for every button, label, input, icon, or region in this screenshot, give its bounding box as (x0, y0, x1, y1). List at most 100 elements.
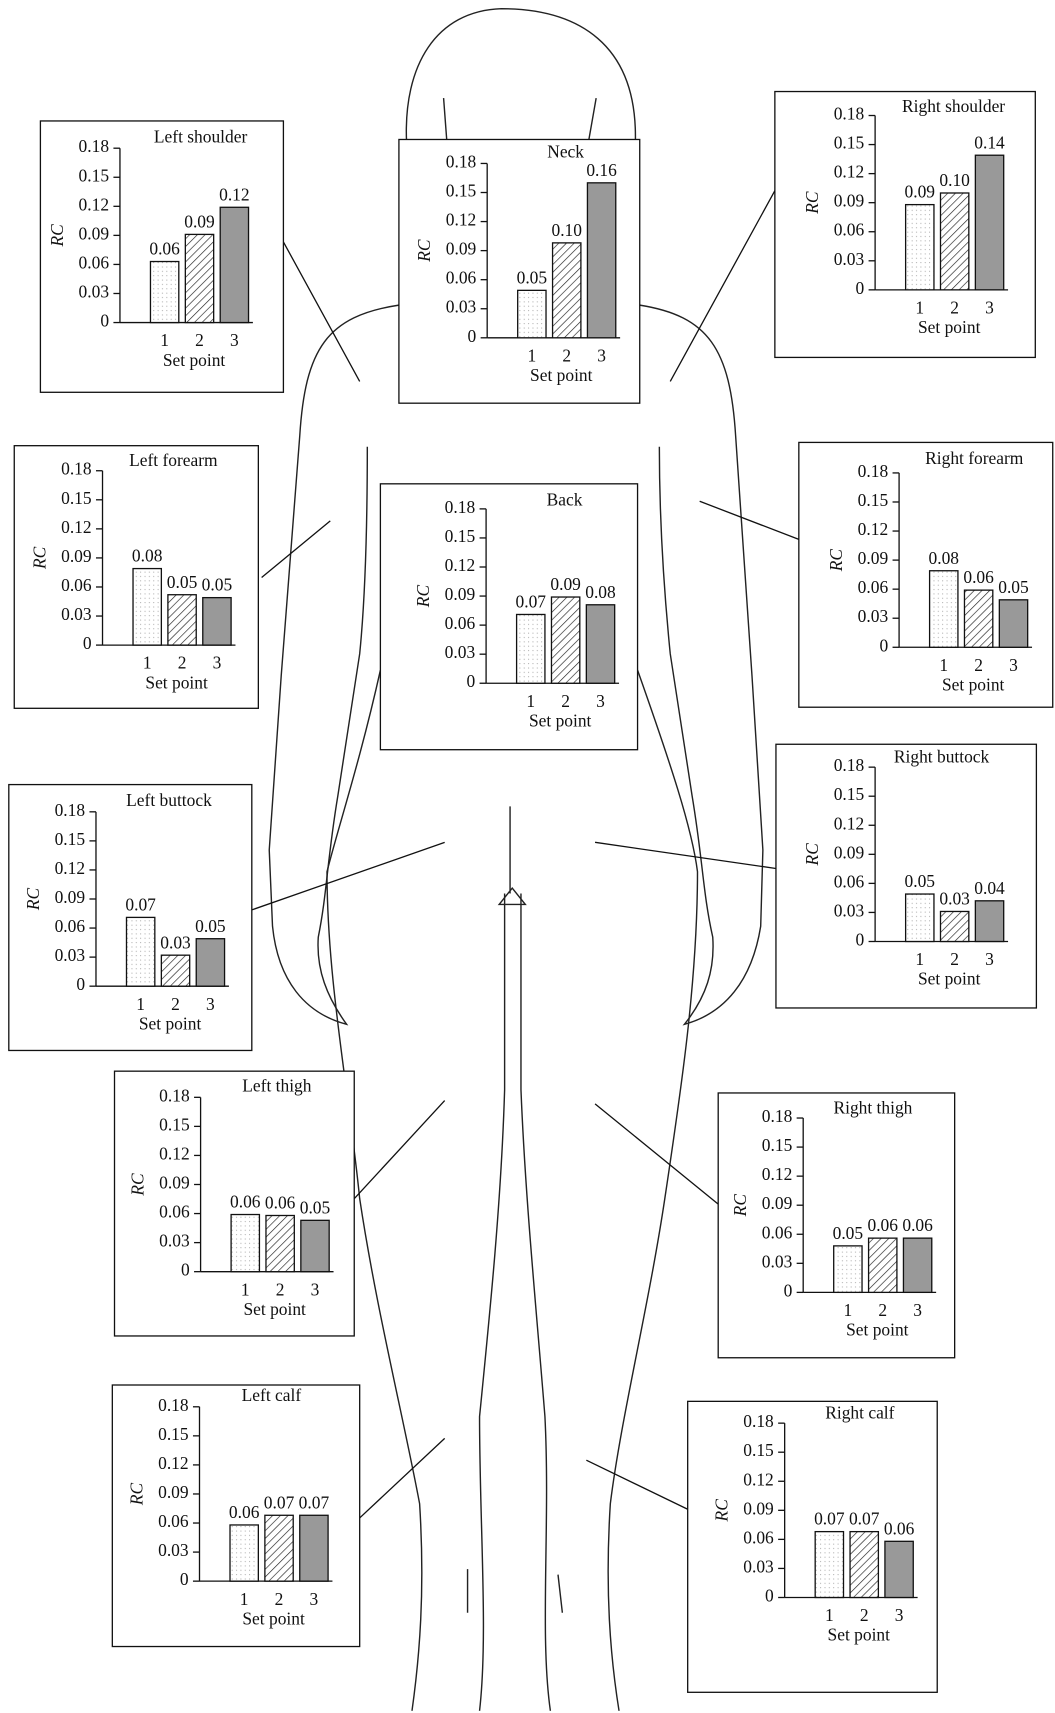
chart-frame (717, 1092, 956, 1359)
value-label: 0.06 (867, 1215, 898, 1235)
y-tick-label: 0.12 (55, 858, 86, 878)
x-tick-label: 1 (526, 691, 535, 711)
value-label: 0.09 (550, 574, 581, 594)
x-tick-label: 3 (597, 345, 606, 365)
value-label: 0.06 (963, 567, 994, 587)
value-label: 0.06 (265, 1193, 296, 1213)
x-tick-label: 3 (310, 1589, 319, 1609)
bar-chart: Right forearm 0 0.03 0.06 0.09 0.12 0.15 0.18 RC… (798, 441, 1054, 708)
bar (202, 596, 232, 646)
value-label: 0.10 (551, 220, 582, 240)
value-label: 0.05 (998, 577, 1029, 597)
bar-chart: Left buttock 0 0.03 0.06 0.09 0.12 0.15 0.18 RC S… (8, 783, 253, 1052)
y-tick-label: 0.12 (445, 555, 476, 575)
chart-title: Back (547, 489, 583, 509)
x-tick-label: 2 (974, 655, 983, 675)
x-tick-label: 2 (195, 330, 204, 350)
bar (833, 1245, 863, 1294)
x-axis-label: Set point (243, 1299, 306, 1319)
x-axis-label: Set point (942, 675, 1005, 695)
bar (867, 1237, 898, 1294)
bar (195, 938, 226, 987)
bar (300, 1219, 330, 1273)
y-tick-label: 0.12 (446, 210, 477, 230)
bar (939, 910, 970, 943)
bar (160, 954, 191, 987)
bar (515, 613, 546, 684)
y-tick-label: 0 (855, 278, 864, 298)
y-tick-label: 0.09 (858, 548, 889, 568)
bar (230, 1213, 261, 1273)
y-tick-label: 0.15 (159, 1114, 190, 1134)
y-tick-label: 0.18 (61, 459, 92, 479)
value-label: 0.05 (517, 267, 548, 287)
value-label: 0.05 (167, 572, 198, 592)
value-label: 0.05 (202, 575, 233, 595)
y-tick-label: 0.03 (55, 945, 86, 965)
bar (814, 1530, 845, 1599)
bar (229, 1524, 259, 1582)
y-axis-label: RC (23, 887, 43, 911)
y-tick-label: 0.09 (762, 1193, 793, 1213)
y-tick-label: 0.03 (834, 900, 865, 920)
chart-title: Right calf (825, 1402, 894, 1422)
y-tick-label: 0.09 (55, 887, 86, 907)
bar-chart: Neck 0 0.03 0.06 0.09 0.12 0.15 0.18 RC Set point… (398, 138, 641, 404)
y-tick-label: 0.06 (446, 268, 477, 288)
bar-chart: Right buttock 0 0.03 0.06 0.09 0.12 0.15 0.18 RC… (775, 743, 1038, 1009)
y-tick-label: 0.18 (762, 1106, 793, 1126)
y-axis-label: RC (826, 549, 846, 573)
y-tick-label: 0.06 (61, 575, 92, 595)
y-tick-label: 0.03 (743, 1556, 774, 1576)
value-label: 0.05 (833, 1223, 864, 1243)
y-tick-label: 0.12 (834, 813, 865, 833)
y-tick-label: 0.12 (834, 162, 865, 182)
x-tick-label: 2 (860, 1605, 869, 1625)
bar-chart: Right shoulder 0 0.03 0.06 0.09 0.12 0.15 0.18 R… (774, 90, 1036, 359)
x-tick-label: 1 (915, 949, 924, 969)
chart-title: Left buttock (126, 790, 212, 810)
y-axis-label: RC (413, 585, 433, 609)
bar-chart: Right thigh 0 0.03 0.06 0.09 0.12 0.15 0.18 RC Se… (717, 1092, 956, 1359)
bar (184, 233, 215, 324)
x-tick-label: 1 (160, 330, 169, 350)
y-axis-label: RC (414, 239, 434, 263)
y-tick-label: 0.18 (158, 1395, 189, 1415)
value-label: 0.09 (184, 212, 215, 232)
y-tick-label: 0 (180, 1569, 189, 1589)
bar (904, 203, 935, 291)
x-tick-label: 2 (950, 297, 959, 317)
bar (219, 206, 250, 324)
value-label: 0.05 (300, 1197, 331, 1217)
bar (149, 260, 180, 324)
chart-title: Neck (547, 142, 584, 162)
x-tick-label: 2 (562, 345, 571, 365)
x-tick-label: 3 (895, 1605, 904, 1625)
y-axis-label: RC (128, 1173, 148, 1197)
y-tick-label: 0.18 (858, 461, 889, 481)
bar (299, 1514, 329, 1582)
x-axis-label: Set point (529, 710, 592, 730)
value-label: 0.05 (195, 916, 226, 936)
value-label: 0.12 (219, 184, 250, 204)
y-tick-label: 0.09 (834, 191, 865, 211)
y-tick-label: 0.15 (446, 181, 477, 201)
y-tick-label: 0.09 (445, 584, 476, 604)
bar (264, 1514, 294, 1582)
x-tick-label: 1 (136, 994, 145, 1014)
x-tick-label: 1 (844, 1300, 853, 1320)
value-label: 0.07 (849, 1509, 880, 1529)
y-tick-label: 0.09 (61, 546, 92, 566)
value-label: 0.04 (974, 878, 1005, 898)
y-tick-label: 0.12 (762, 1164, 793, 1184)
y-tick-label: 0.18 (159, 1085, 190, 1105)
bar (902, 1237, 933, 1294)
value-label: 0.06 (149, 239, 180, 259)
y-tick-label: 0 (879, 635, 888, 655)
y-tick-label: 0.06 (445, 613, 476, 633)
y-tick-label: 0.18 (55, 800, 86, 820)
x-axis-label: Set point (530, 365, 593, 385)
chart-title: Left shoulder (154, 126, 248, 146)
y-tick-label: 0.15 (858, 490, 889, 510)
